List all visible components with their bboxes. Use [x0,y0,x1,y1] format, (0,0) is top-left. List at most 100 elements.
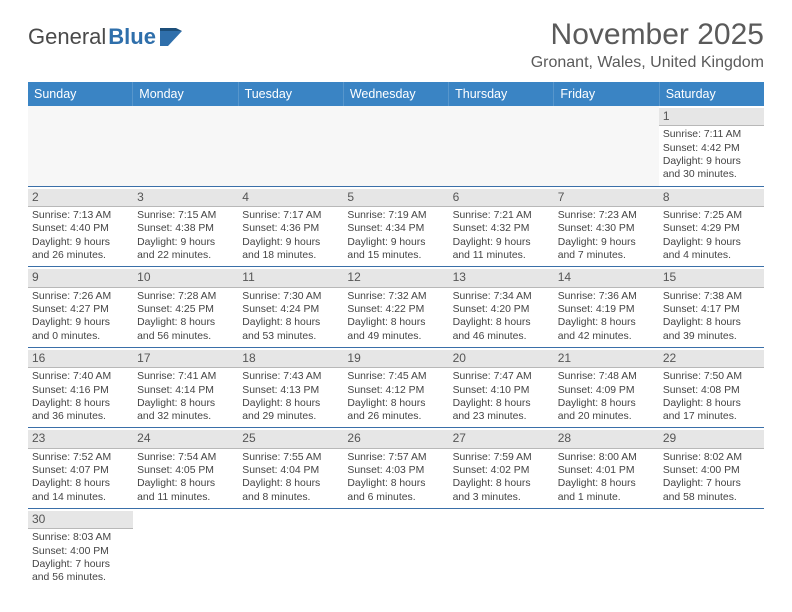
detail-line: Sunset: 4:20 PM [453,303,550,316]
day-details: Sunrise: 7:13 AMSunset: 4:40 PMDaylight:… [32,209,129,262]
detail-line: Sunrise: 7:45 AM [347,370,444,383]
day-number: 30 [28,511,133,529]
day-number: 4 [238,189,343,207]
detail-line: Sunrise: 7:17 AM [242,209,339,222]
day-cell: 27Sunrise: 7:59 AMSunset: 4:02 PMDayligh… [449,428,554,508]
detail-line: Daylight: 9 hours [453,236,550,249]
detail-line: and 11 minutes. [137,491,234,504]
day-cell: 21Sunrise: 7:48 AMSunset: 4:09 PMDayligh… [554,348,659,428]
dow-cell: Saturday [660,82,764,106]
detail-line: Sunrise: 7:28 AM [137,290,234,303]
detail-line: Daylight: 8 hours [242,397,339,410]
detail-line: and 22 minutes. [137,249,234,262]
day-number: 16 [28,350,133,368]
detail-line: and 17 minutes. [663,410,760,423]
detail-line: Sunset: 4:34 PM [347,222,444,235]
detail-line: Daylight: 9 hours [242,236,339,249]
day-number: 20 [449,350,554,368]
day-details: Sunrise: 8:02 AMSunset: 4:00 PMDaylight:… [663,451,760,504]
day-details: Sunrise: 8:00 AMSunset: 4:01 PMDaylight:… [558,451,655,504]
day-number: 5 [343,189,448,207]
detail-line: Sunset: 4:19 PM [558,303,655,316]
detail-line: Daylight: 9 hours [32,236,129,249]
day-number: 28 [554,430,659,448]
day-details: Sunrise: 7:54 AMSunset: 4:05 PMDaylight:… [137,451,234,504]
detail-line: Sunrise: 7:13 AM [32,209,129,222]
day-number: 9 [28,269,133,287]
day-cell-empty [238,106,343,186]
detail-line: Sunrise: 7:23 AM [558,209,655,222]
detail-line: Sunrise: 7:32 AM [347,290,444,303]
day-cell-empty [554,106,659,186]
day-details: Sunrise: 7:47 AMSunset: 4:10 PMDaylight:… [453,370,550,423]
day-details: Sunrise: 7:11 AMSunset: 4:42 PMDaylight:… [663,128,760,181]
day-number: 13 [449,269,554,287]
day-number: 10 [133,269,238,287]
detail-line: Sunrise: 7:11 AM [663,128,760,141]
day-number: 11 [238,269,343,287]
detail-line: Sunrise: 7:38 AM [663,290,760,303]
day-cell: 24Sunrise: 7:54 AMSunset: 4:05 PMDayligh… [133,428,238,508]
detail-line: Daylight: 9 hours [663,155,760,168]
detail-line: Daylight: 8 hours [347,316,444,329]
day-cell-empty [659,509,764,589]
day-number: 15 [659,269,764,287]
day-details: Sunrise: 7:43 AMSunset: 4:13 PMDaylight:… [242,370,339,423]
day-cell: 4Sunrise: 7:17 AMSunset: 4:36 PMDaylight… [238,187,343,267]
title-block: November 2025 Gronant, Wales, United Kin… [531,18,764,72]
day-number: 2 [28,189,133,207]
detail-line: Sunrise: 7:19 AM [347,209,444,222]
day-number: 17 [133,350,238,368]
day-cell-empty [28,106,133,186]
day-number: 23 [28,430,133,448]
day-number: 1 [659,108,764,126]
detail-line: Sunrise: 7:26 AM [32,290,129,303]
day-details: Sunrise: 7:19 AMSunset: 4:34 PMDaylight:… [347,209,444,262]
logo: GeneralBlue [28,18,186,50]
detail-line: Daylight: 8 hours [558,397,655,410]
detail-line: Sunrise: 7:34 AM [453,290,550,303]
day-number: 8 [659,189,764,207]
day-cell: 5 Sunrise: 7:19 AMSunset: 4:34 PMDaylight… [343,187,448,267]
detail-line: and 3 minutes. [453,491,550,504]
calendar-page: GeneralBlue November 2025 Gronant, Wales… [0,0,792,589]
detail-line: and 30 minutes. [663,168,760,181]
detail-line: Sunset: 4:00 PM [32,545,129,558]
detail-line: Sunrise: 8:02 AM [663,451,760,464]
day-cell-empty [343,106,448,186]
day-cell-empty [133,509,238,589]
logo-text-general: General [28,24,106,50]
detail-line: Sunset: 4:10 PM [453,384,550,397]
day-cell: 7Sunrise: 7:23 AMSunset: 4:30 PMDaylight… [554,187,659,267]
detail-line: Daylight: 8 hours [32,477,129,490]
detail-line: and 4 minutes. [663,249,760,262]
day-number: 6 [449,189,554,207]
detail-line: Sunset: 4:04 PM [242,464,339,477]
detail-line: Sunrise: 7:21 AM [453,209,550,222]
detail-line: Sunset: 4:22 PM [347,303,444,316]
day-cell: 22Sunrise: 7:50 AMSunset: 4:08 PMDayligh… [659,348,764,428]
detail-line: Sunrise: 7:54 AM [137,451,234,464]
detail-line: Daylight: 8 hours [242,316,339,329]
day-number: 22 [659,350,764,368]
dow-cell: Tuesday [239,82,344,106]
detail-line: Daylight: 9 hours [32,316,129,329]
detail-line: and 6 minutes. [347,491,444,504]
day-cell: 8Sunrise: 7:25 AMSunset: 4:29 PMDaylight… [659,187,764,267]
day-cell-empty [238,509,343,589]
detail-line: and 42 minutes. [558,330,655,343]
detail-line: Daylight: 8 hours [347,477,444,490]
detail-line: and 11 minutes. [453,249,550,262]
detail-line: and 23 minutes. [453,410,550,423]
detail-line: Sunrise: 7:30 AM [242,290,339,303]
detail-line: Sunrise: 7:25 AM [663,209,760,222]
detail-line: and 29 minutes. [242,410,339,423]
day-cell: 23Sunrise: 7:52 AMSunset: 4:07 PMDayligh… [28,428,133,508]
detail-line: and 32 minutes. [137,410,234,423]
detail-line: and 58 minutes. [663,491,760,504]
dow-cell: Friday [554,82,659,106]
detail-line: Daylight: 9 hours [663,236,760,249]
detail-line: Sunset: 4:05 PM [137,464,234,477]
day-cell: 26Sunrise: 7:57 AMSunset: 4:03 PMDayligh… [343,428,448,508]
day-number: 25 [238,430,343,448]
